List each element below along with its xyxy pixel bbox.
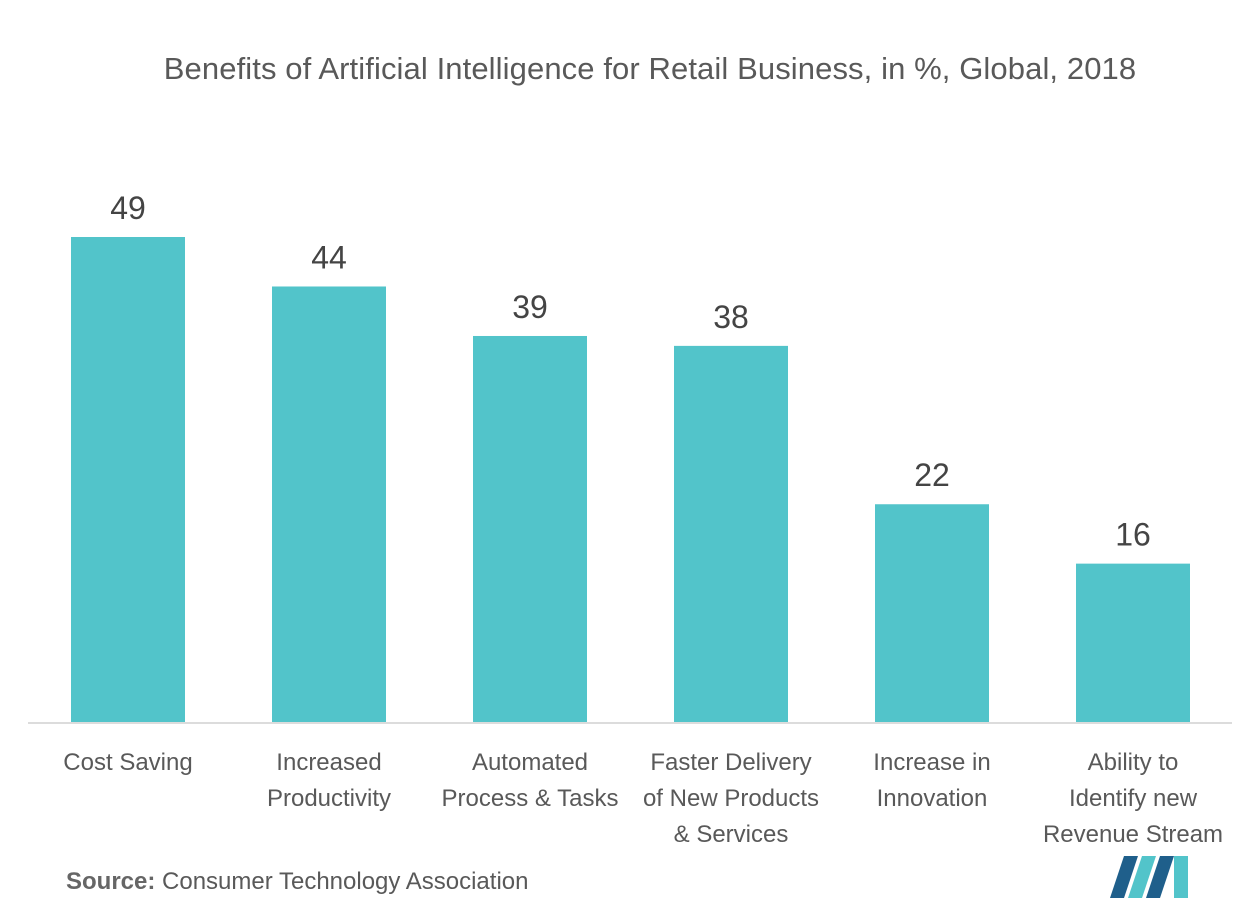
bar	[875, 504, 989, 722]
bar	[674, 345, 788, 722]
data-label: 49	[110, 190, 146, 226]
bar	[71, 237, 185, 722]
category-label: Cost Saving	[63, 749, 192, 776]
category-label: Ability to Identify new Revenue Stream	[1043, 749, 1223, 848]
source-label: Source:	[66, 868, 156, 895]
company-logo-icon	[1110, 856, 1188, 898]
category-label: Automated Process & Tasks	[442, 749, 619, 812]
bar-chart: 49 Cost Saving 44 Increased Productivity 39 Au…	[28, 190, 1232, 848]
chart-title: Benefits of Artificial Intelligence for …	[163, 51, 1137, 86]
category-label: Increase in Innovation	[873, 749, 990, 812]
bar	[473, 335, 587, 722]
category-label: Increased Productivity	[267, 749, 391, 812]
data-label: 39	[512, 289, 548, 325]
category-label: Faster Delivery of New Products & Services	[643, 749, 819, 848]
source-note: Source: Consumer Technology Association	[66, 868, 528, 896]
data-label: 16	[1115, 517, 1151, 553]
data-label: 44	[311, 239, 347, 275]
data-label: 38	[713, 299, 749, 335]
data-label: 22	[914, 457, 950, 493]
bar	[1076, 563, 1190, 722]
bar	[272, 286, 386, 722]
source-text: Consumer Technology Association	[162, 868, 529, 895]
